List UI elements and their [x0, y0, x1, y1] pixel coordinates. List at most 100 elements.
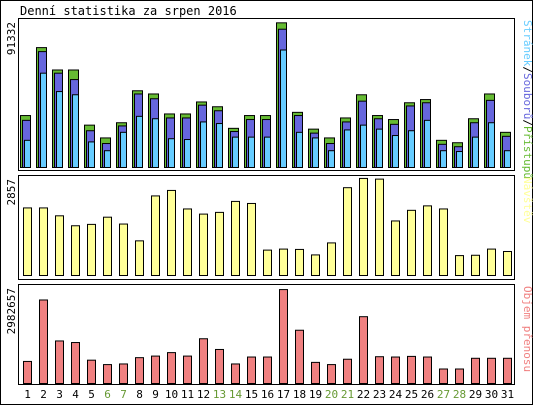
bar-navstevy-28: [455, 255, 464, 277]
bar-stránek-30: [488, 122, 495, 168]
bar-objem-6: [103, 364, 112, 385]
x-tick-label: 12: [197, 388, 210, 401]
legend-entry: Objem přenosu: [521, 286, 533, 372]
bar-navstevy-24: [391, 220, 400, 276]
y-max-label: 91332: [5, 22, 18, 55]
bar-navstevy-17: [279, 248, 288, 276]
bar-navstevy-26: [423, 205, 432, 277]
bar-stránek-24: [392, 135, 399, 169]
bar-navstevy-27: [439, 208, 448, 276]
bar-stránek-20: [328, 150, 335, 169]
bar-objem-29: [471, 357, 480, 384]
bar-stránek-21: [344, 129, 351, 169]
x-tick-label: 24: [389, 388, 403, 401]
bar-objem-16: [263, 356, 272, 384]
x-tick-label: 20: [325, 388, 338, 401]
bar-objem-27: [439, 368, 448, 385]
bar-navstevy-23: [375, 178, 384, 276]
bar-objem-7: [119, 363, 128, 385]
legend-entry: Návštěv: [521, 177, 533, 224]
bar-navstevy-13: [215, 211, 224, 276]
bar-navstevy-8: [135, 240, 144, 277]
bar-navstevy-7: [119, 223, 128, 276]
x-tick-label: 9: [152, 388, 159, 401]
bar-stránek-15: [248, 136, 255, 168]
bar-navstevy-2: [39, 207, 48, 277]
bar-navstevy-12: [199, 213, 208, 276]
bar-stránek-7: [120, 131, 127, 168]
bar-navstevy-15: [247, 202, 256, 276]
x-tick-label: 17: [277, 388, 290, 401]
bar-navstevy-18: [295, 248, 304, 276]
bar-navstevy-30: [487, 248, 496, 276]
bar-objem-15: [247, 356, 256, 384]
bar-objem-20: [327, 364, 336, 385]
x-tick-label: 21: [341, 388, 354, 401]
chart-title: Denní statistika za srpen 2016: [20, 4, 237, 18]
bar-objem-4: [71, 342, 80, 384]
bar-navstevy-25: [407, 209, 416, 276]
bar-stránek-12: [200, 121, 207, 168]
bar-navstevy-31: [503, 250, 512, 276]
bar-stránek-27: [440, 150, 447, 169]
bar-stránek-9: [152, 118, 159, 168]
bar-stránek-6: [104, 150, 111, 169]
bar-navstevy-3: [55, 215, 64, 276]
x-tick-label: 22: [357, 388, 370, 401]
x-tick-label: 8: [136, 388, 143, 401]
bars: [23, 177, 512, 277]
bar-objem-12: [199, 338, 208, 384]
bar-objem-18: [295, 329, 304, 385]
x-tick-label: 29: [469, 388, 482, 401]
bar-objem-19: [311, 361, 320, 385]
bar-stránek-16: [264, 136, 271, 168]
bar-navstevy-21: [343, 187, 352, 276]
y-max-label: 2857: [5, 179, 18, 206]
bar-objem-2: [39, 299, 48, 384]
bar-navstevy-10: [167, 189, 176, 276]
legend: Stránek/Souborů/Přístupů: [521, 20, 533, 179]
panel-frame: [18, 284, 515, 385]
bar-stránek-14: [232, 136, 239, 168]
panel-1: 91332 Stránek/Souborů/Přístupů: [5, 18, 533, 179]
bar-objem-10: [167, 352, 176, 384]
bar-objem-3: [55, 340, 64, 384]
bars: [23, 289, 512, 385]
bar-stránek-10: [168, 138, 175, 169]
legend-entry: Stránek: [521, 20, 533, 67]
x-tick-label: 6: [104, 388, 111, 401]
x-tick-label: 19: [309, 388, 322, 401]
x-tick-label: 3: [56, 388, 63, 401]
bar-objem-1: [23, 360, 32, 385]
x-tick-label: 15: [245, 388, 258, 401]
bar-stránek-25: [408, 130, 415, 168]
x-tick-label: 28: [453, 388, 466, 401]
bar-objem-5: [87, 359, 96, 384]
legend-separator: /: [521, 66, 533, 73]
bar-objem-13: [215, 348, 224, 384]
bar-stránek-3: [56, 91, 63, 168]
x-tick-label: 10: [165, 388, 178, 401]
bar-stránek-8: [136, 115, 143, 168]
x-tick-label: 14: [229, 388, 243, 401]
legend: Objem přenosu: [521, 286, 533, 372]
legend-entry: Souborů: [521, 73, 533, 119]
x-tick-label: 25: [405, 388, 418, 401]
bar-navstevy-9: [151, 195, 160, 276]
bar-objem-25: [407, 355, 416, 384]
bar-objem-8: [135, 357, 144, 384]
bar-objem-24: [391, 356, 400, 384]
y-max-label: 2982657: [5, 288, 18, 334]
panel-2: 2857 Návštěv: [5, 175, 533, 280]
bar-stránek-22: [360, 124, 367, 168]
x-tick-label: 7: [120, 388, 127, 401]
bar-objem-9: [151, 355, 160, 384]
bar-stránek-19: [312, 137, 319, 168]
panel-frame: [18, 175, 515, 280]
bar-navstevy-19: [311, 254, 320, 277]
bar-stránek-1: [24, 139, 31, 168]
bar-navstevy-4: [71, 225, 80, 276]
x-tick-label: 16: [261, 388, 274, 401]
bar-stránek-31: [504, 150, 511, 169]
x-tick-label: 18: [293, 388, 306, 401]
